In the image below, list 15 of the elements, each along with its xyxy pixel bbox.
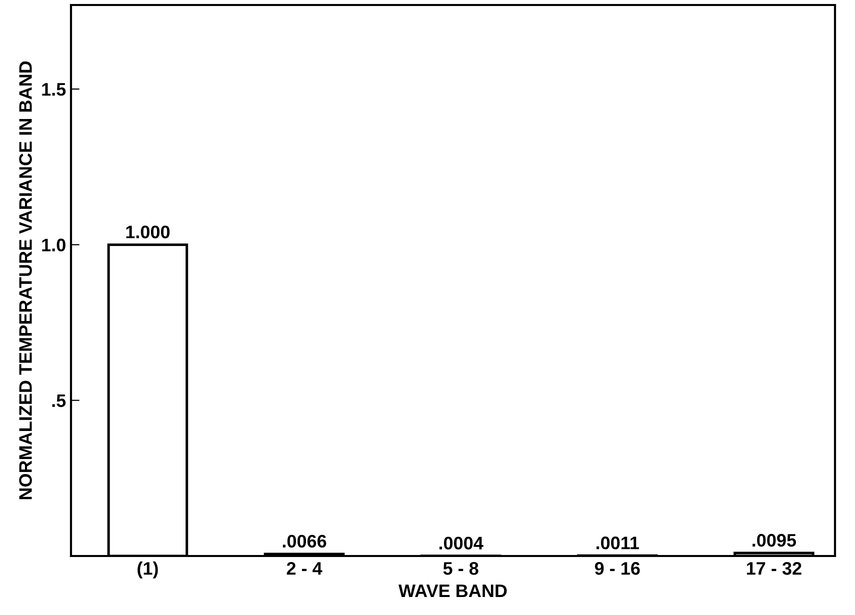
y-tick-label: 1.5	[42, 83, 66, 96]
data-label: .0095	[752, 534, 796, 547]
x-axis-title: WAVE BAND	[398, 584, 507, 598]
x-tick-label: (1)	[138, 562, 158, 578]
y-axis-title: NORMALIZED TEMPERATURE VARIANCE IN BAND	[19, 61, 32, 500]
y-tick-label: .5	[52, 394, 66, 408]
data-label: .0011	[596, 536, 639, 550]
x-tick-label: 9 - 16	[594, 562, 640, 575]
data-label: .0004	[439, 536, 484, 550]
data-label: .0066	[282, 534, 326, 548]
data-label: 1.000	[126, 226, 170, 238]
x-tick-label: 2 - 4	[286, 562, 322, 575]
x-tick-label: 5 - 8	[443, 562, 478, 575]
x-tick-label: 17 - 32	[746, 562, 802, 575]
y-tick-label: 1.0	[42, 238, 66, 252]
